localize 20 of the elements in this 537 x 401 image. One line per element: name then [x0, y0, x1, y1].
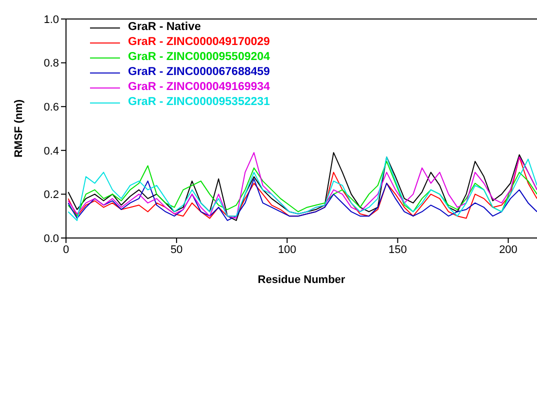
y-tick-label: 1.0 [44, 14, 59, 26]
line-series [68, 178, 537, 221]
x-tick-label: 200 [499, 244, 518, 256]
legend-label: GraR - ZINC000067688459 [128, 65, 270, 80]
y-tick-label: 0.0 [44, 232, 59, 245]
legend-label: GraR - ZINC000095509204 [128, 50, 270, 65]
x-tick-label: 150 [388, 244, 407, 256]
y-axis-title: RMSF (nm) [12, 99, 25, 158]
y-tick-label: 0.2 [44, 189, 59, 202]
legend-label: GraR - Native [128, 20, 201, 35]
legend-label: GraR - ZINC000049169934 [128, 80, 270, 95]
x-tick-label: 50 [170, 244, 183, 256]
y-tick-label: 0.6 [44, 102, 59, 114]
y-tick-label: 0.4 [44, 145, 59, 158]
x-axis-title: Residue Number [258, 274, 346, 286]
x-tick-label: 100 [278, 244, 296, 256]
legend-label: GraR - ZINC000049170029 [128, 35, 270, 50]
y-tick-label: 0.8 [44, 58, 59, 70]
legend-label: GraR - ZINC000095352231 [128, 95, 270, 110]
x-tick-label: 0 [62, 244, 70, 256]
